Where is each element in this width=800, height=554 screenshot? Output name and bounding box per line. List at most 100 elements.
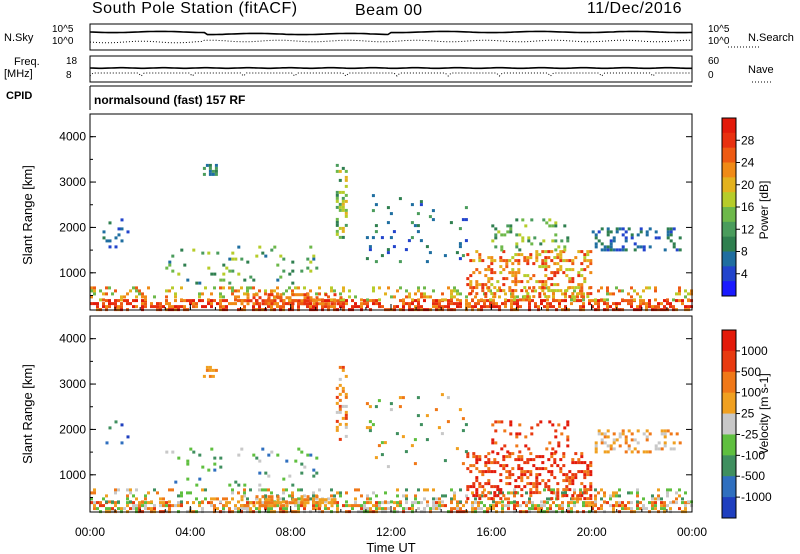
echo-cell — [416, 230, 420, 234]
echo-cell — [96, 501, 99, 505]
echo-cell — [338, 422, 342, 426]
echo-cell — [291, 498, 295, 502]
echo-cell — [600, 432, 604, 436]
echo-cell — [539, 420, 543, 424]
echo-cell — [312, 491, 315, 495]
echo-cell — [205, 163, 209, 167]
echo-cell — [536, 423, 540, 427]
echo-cell — [554, 233, 558, 237]
echo-cell — [297, 447, 301, 451]
echo-cell — [344, 422, 348, 426]
echo-cell — [297, 501, 300, 505]
echo-cell — [324, 498, 328, 502]
echo-cell — [514, 485, 518, 489]
echo-cell — [648, 432, 652, 436]
echo-cell — [557, 423, 561, 427]
echo-cell — [282, 477, 286, 481]
echo-cell — [660, 447, 664, 451]
echo-cell — [538, 292, 542, 296]
echo-cell — [636, 441, 640, 445]
echo-cell — [327, 501, 331, 505]
echo-cell — [231, 488, 234, 492]
colorbar-swatch — [722, 330, 736, 352]
time-axis-ticks: 00:00 04:00 08:00 12:00 16:00 20:00 00:00 — [75, 304, 707, 539]
echo-cell — [509, 420, 513, 424]
echo-cell — [618, 432, 622, 436]
echo-cell — [583, 485, 587, 489]
echo-cell — [487, 277, 491, 281]
xtick-label: 04:00 — [175, 525, 205, 539]
echo-cell — [255, 497, 258, 501]
echo-cell — [487, 280, 491, 284]
echo-cell — [556, 271, 560, 275]
echo-cell — [114, 289, 117, 293]
echo-cell — [594, 500, 597, 504]
echo-cell — [399, 286, 402, 290]
echo-cell — [333, 289, 336, 293]
echo-cell — [484, 268, 488, 272]
echo-cell — [374, 230, 378, 234]
echo-cell — [210, 272, 214, 276]
echo-cell — [338, 383, 342, 387]
echo-cell — [90, 286, 93, 290]
echo-cell — [114, 488, 117, 492]
echo-cell — [282, 507, 285, 511]
echo-cell — [477, 501, 480, 505]
echo-cell — [222, 507, 225, 511]
echo-cell — [562, 479, 566, 483]
echo-cell — [466, 253, 470, 257]
echo-cell — [243, 504, 247, 508]
echo-cell — [681, 497, 684, 501]
echo-cell — [368, 405, 372, 409]
echo-cell — [489, 507, 492, 511]
colorbar-swatch — [722, 434, 736, 456]
echo-cell — [669, 227, 673, 231]
echo-cell — [567, 504, 570, 508]
echo-cell — [360, 507, 363, 511]
echo-cell — [490, 256, 494, 260]
echo-cell — [580, 482, 584, 486]
echo-cell — [489, 298, 492, 302]
echo-cell — [469, 259, 473, 263]
echo-cell — [231, 257, 235, 261]
echo-cell — [621, 432, 625, 436]
echo-cell — [291, 289, 294, 293]
echo-cell — [553, 289, 557, 293]
echo-cell — [407, 239, 411, 243]
echo-cell — [585, 491, 588, 495]
echo-cell — [513, 488, 516, 492]
echo-cell — [517, 467, 521, 471]
echo-cell — [318, 501, 322, 505]
echo-cell — [571, 473, 575, 477]
echo-cell — [618, 444, 622, 448]
echo-cell — [583, 268, 587, 272]
echo-cell — [144, 504, 147, 508]
echo-cell — [471, 298, 474, 302]
echo-cell — [404, 248, 408, 252]
echo-cell — [511, 274, 515, 278]
echo-cell — [577, 292, 581, 296]
echo-cell — [423, 488, 426, 492]
echo-cell — [375, 501, 378, 505]
echo-cell — [504, 504, 507, 508]
echo-cell — [180, 248, 184, 252]
echo-cell — [416, 396, 420, 400]
echo-cell — [267, 296, 271, 300]
echo-cell — [258, 459, 262, 463]
echo-cell — [489, 491, 492, 495]
echo-cell — [666, 494, 669, 498]
echo-cell — [144, 302, 147, 306]
echo-cell — [481, 289, 485, 293]
echo-cell — [494, 227, 498, 231]
echo-cell — [246, 497, 249, 501]
echo-cell — [478, 283, 482, 287]
echo-cell — [517, 271, 521, 275]
echo-cell — [120, 298, 123, 302]
echo-cell — [210, 501, 213, 505]
echo-cell — [105, 299, 108, 303]
echo-cell — [261, 488, 264, 492]
echo-cell — [214, 169, 218, 173]
echo-cell — [456, 289, 459, 293]
echo-cell — [335, 196, 339, 200]
echo-cell — [174, 292, 177, 296]
